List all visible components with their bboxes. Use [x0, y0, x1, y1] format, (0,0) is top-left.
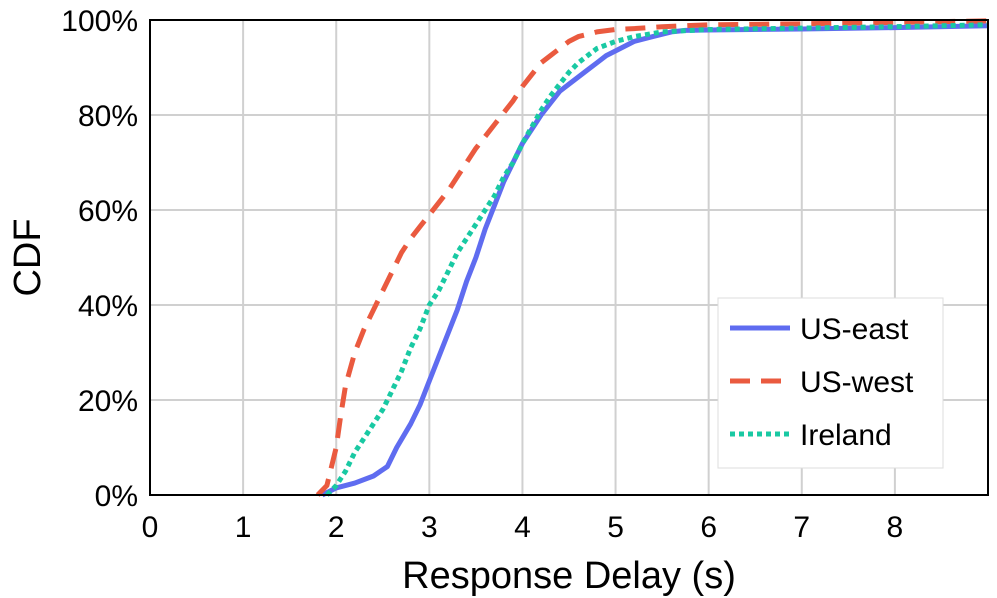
y-tick-labels: 0% 20% 40% 60% 80% 100%: [61, 5, 138, 513]
x-tick-label: 3: [421, 511, 438, 544]
x-tick-label: 2: [328, 511, 345, 544]
x-tick-label: 5: [607, 511, 624, 544]
y-tick-label: 40%: [78, 290, 138, 323]
x-tick-label: 1: [235, 511, 252, 544]
x-tick-label: 7: [793, 511, 810, 544]
x-tick-label: 0: [142, 511, 159, 544]
legend: US-east US-west Ireland: [717, 297, 944, 469]
y-tick-label: 60%: [78, 195, 138, 228]
legend-label-2: Ireland: [800, 419, 892, 452]
y-tick-label: 20%: [78, 385, 138, 418]
series-line-0: [321, 23, 989, 498]
plot-frame: [149, 19, 989, 496]
series-line-1: [315, 18, 989, 497]
x-tick-label: 8: [887, 511, 904, 544]
x-tick-label: 4: [514, 511, 531, 544]
series-line-2: [325, 22, 989, 497]
y-tick-label: 80%: [78, 100, 138, 133]
x-tick-labels: 0 1 2 3 4 5 6 7 8: [142, 511, 904, 544]
y-axis-title: CDF: [7, 218, 49, 296]
legend-label-0: US-east: [800, 313, 909, 346]
legend-label-1: US-west: [800, 366, 914, 399]
y-tick-label: 100%: [61, 5, 138, 38]
x-axis-title: Response Delay (s): [402, 555, 736, 597]
y-tick-label: 0%: [95, 480, 138, 513]
x-tick-label: 6: [700, 511, 717, 544]
series-layer: [315, 18, 989, 498]
